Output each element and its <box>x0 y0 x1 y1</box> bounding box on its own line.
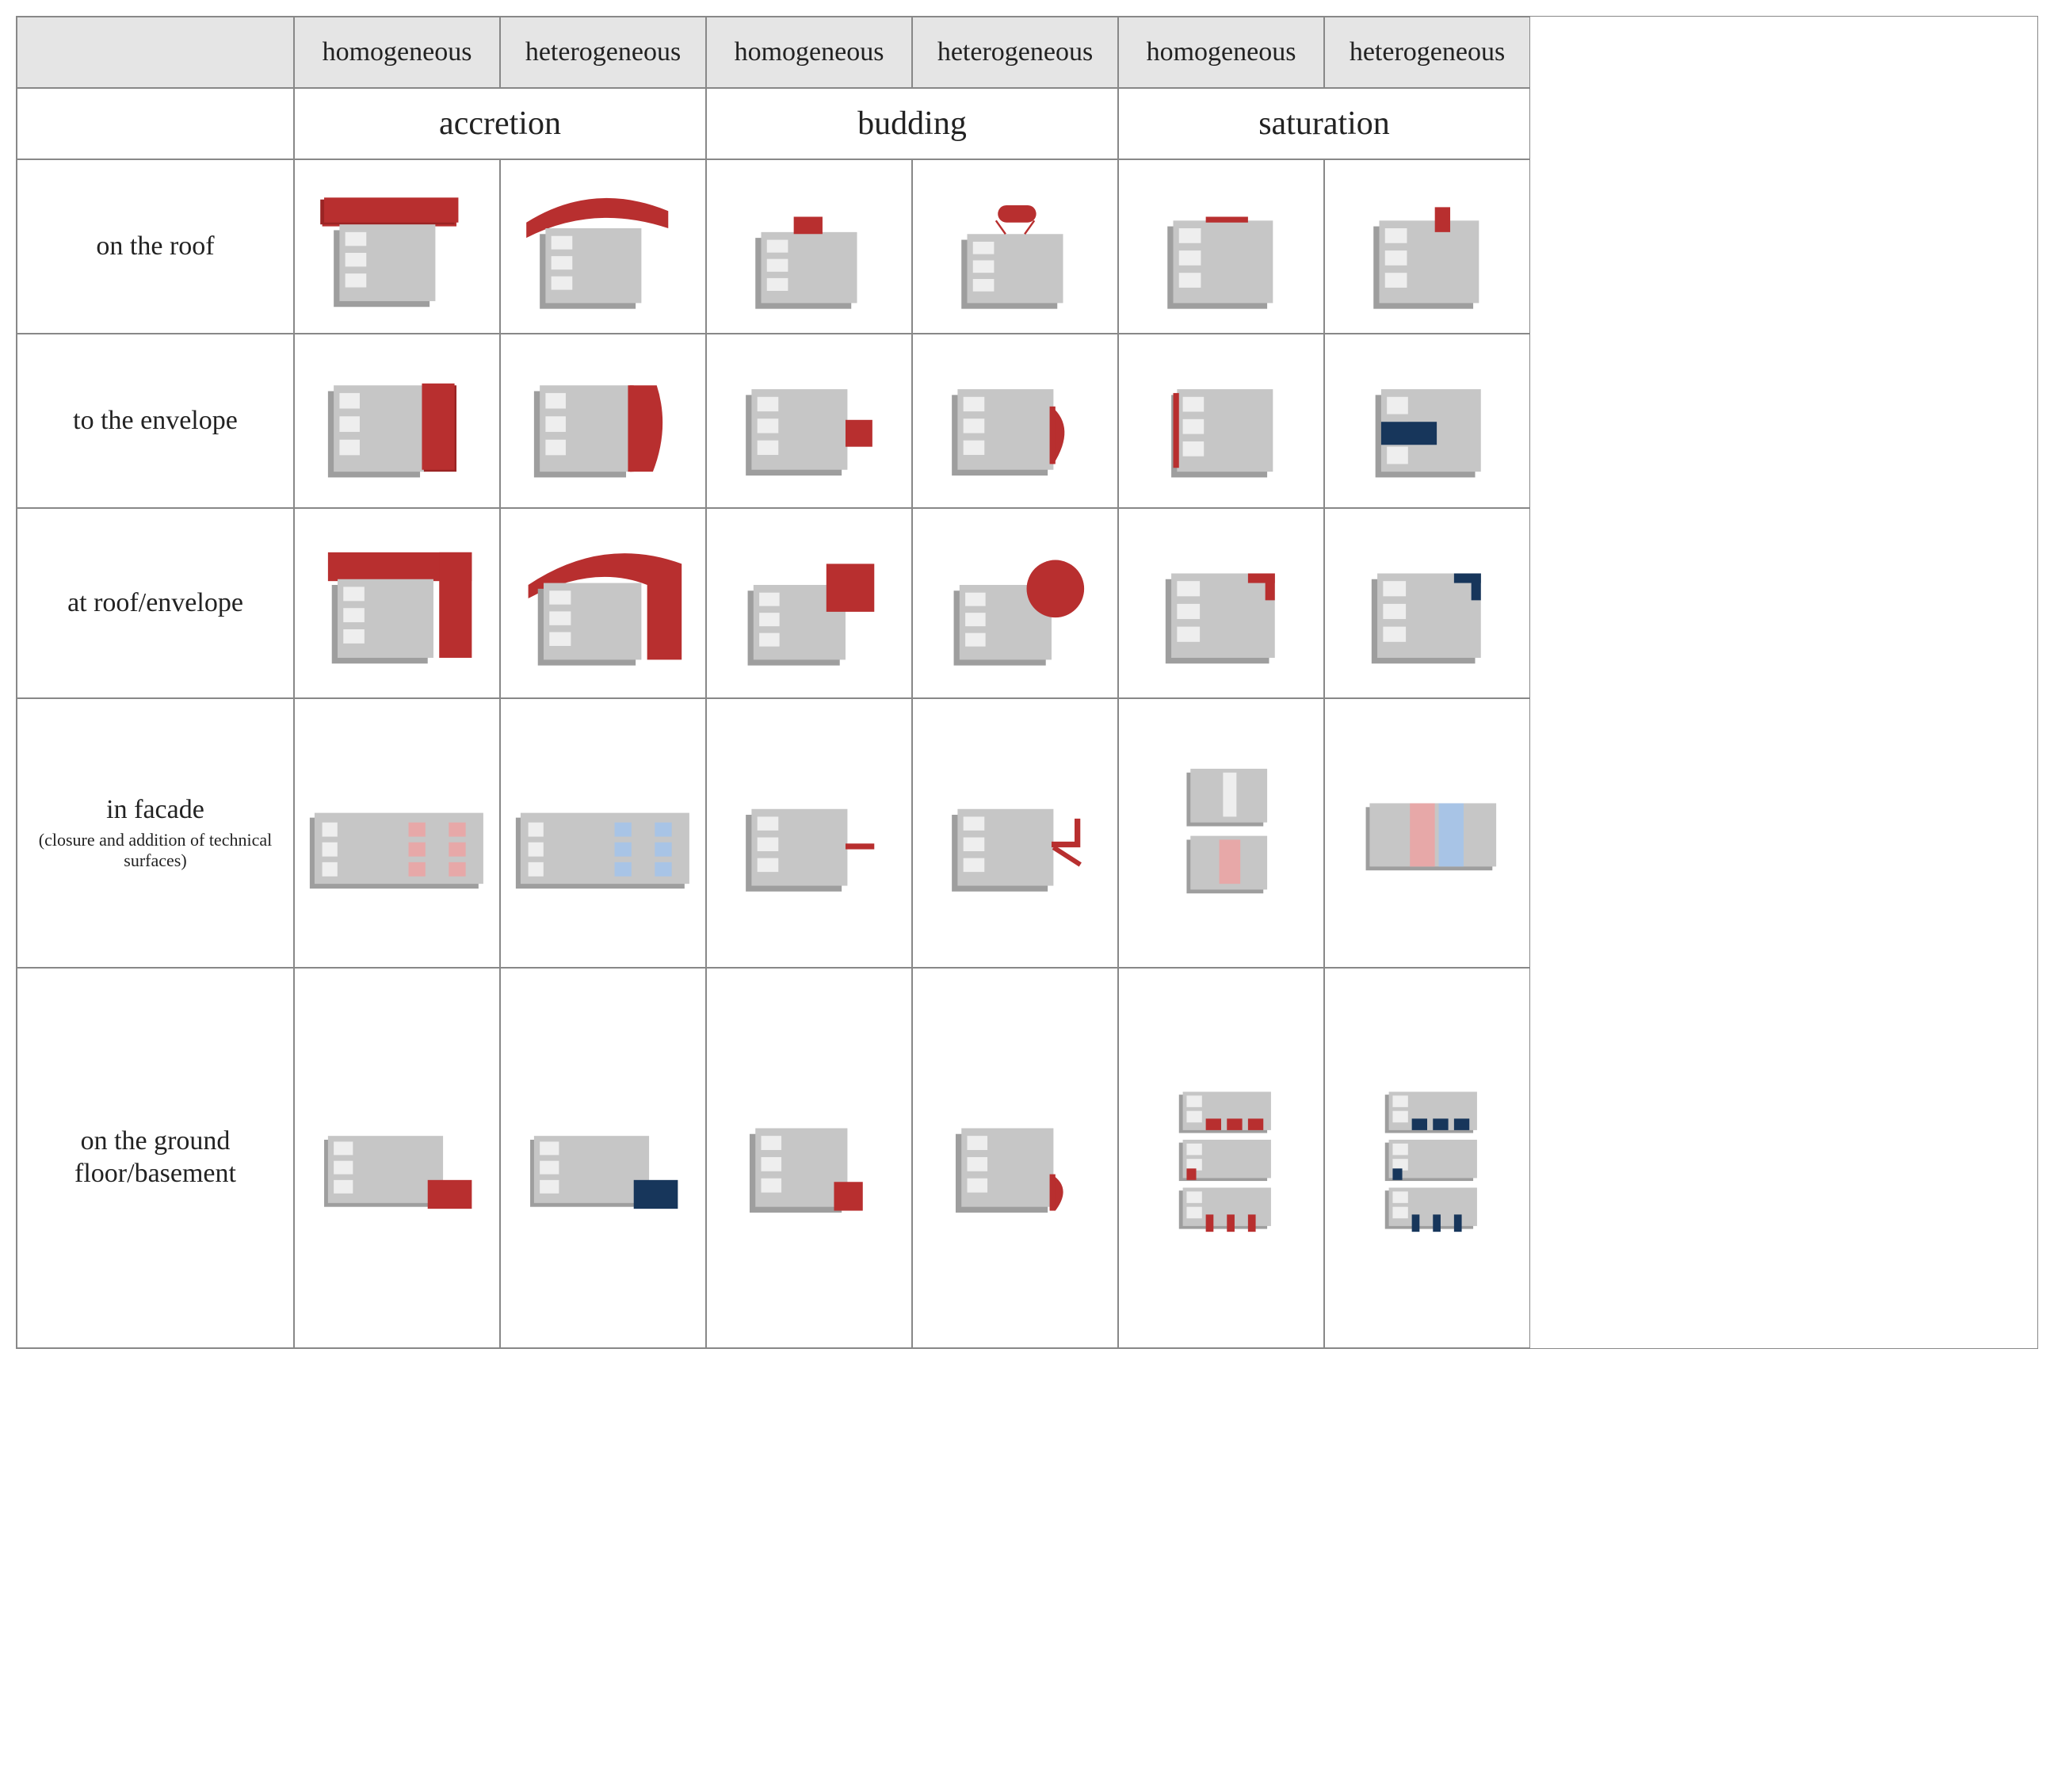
diagram-icon <box>1125 515 1317 691</box>
sub-header-1: heterogeneous <box>500 17 706 88</box>
diagram-envelope-3 <box>912 334 1118 508</box>
row-label-text: in facade <box>106 794 204 827</box>
group-header-budding: budding <box>706 88 1118 159</box>
diagram-icon <box>713 705 905 961</box>
diagram-icon <box>919 341 1111 501</box>
diagram-facade-3 <box>912 698 1118 968</box>
row-label-ground: on the ground floor/basement <box>17 968 294 1348</box>
diagram-icon <box>301 975 493 1341</box>
corner-blank-2 <box>17 88 294 159</box>
diagram-icon <box>507 341 699 501</box>
group-header-saturation: saturation <box>1118 88 1530 159</box>
sub-header-2: homogeneous <box>706 17 912 88</box>
row-label-text: at roof/envelope <box>67 587 243 620</box>
diagram-icon <box>1331 515 1523 691</box>
row-label-text: to the envelope <box>73 405 238 437</box>
diagram-ground-4 <box>1118 968 1324 1348</box>
diagram-icon <box>1331 975 1523 1341</box>
row-label-subtext: (closure and addition of technical surfa… <box>24 830 287 872</box>
diagram-icon <box>301 341 493 501</box>
diagram-envelope-5 <box>1324 334 1530 508</box>
diagram-ground-1 <box>500 968 706 1348</box>
diagram-icon <box>301 705 493 961</box>
diagram-facade-4 <box>1118 698 1324 968</box>
diagram-icon <box>507 166 699 327</box>
diagram-ground-5 <box>1324 968 1530 1348</box>
diagram-icon <box>507 515 699 691</box>
row-label-roof: on the roof <box>17 159 294 334</box>
diagram-icon <box>713 515 905 691</box>
diagram-icon <box>1331 341 1523 501</box>
diagram-icon <box>1331 705 1523 961</box>
diagram-roof_env-3 <box>912 508 1118 698</box>
diagram-icon <box>919 975 1111 1341</box>
diagram-icon <box>1125 341 1317 501</box>
row-label-text: on the roof <box>96 231 214 263</box>
sub-header-4: homogeneous <box>1118 17 1324 88</box>
diagram-icon <box>713 975 905 1341</box>
diagram-roof_env-2 <box>706 508 912 698</box>
diagram-roof-3 <box>912 159 1118 334</box>
diagram-roof-0 <box>294 159 500 334</box>
diagram-icon <box>1331 166 1523 327</box>
diagram-roof_env-0 <box>294 508 500 698</box>
diagram-icon <box>301 515 493 691</box>
diagram-icon <box>1125 166 1317 327</box>
diagram-ground-2 <box>706 968 912 1348</box>
diagram-facade-2 <box>706 698 912 968</box>
row-label-roof_env: at roof/envelope <box>17 508 294 698</box>
diagram-ground-0 <box>294 968 500 1348</box>
diagram-roof_env-4 <box>1118 508 1324 698</box>
row-label-facade: in facade(closure and addition of techni… <box>17 698 294 968</box>
diagram-icon <box>713 166 905 327</box>
classification-matrix: homogeneousheterogeneoushomogeneousheter… <box>16 16 2038 1349</box>
diagram-roof_env-5 <box>1324 508 1530 698</box>
diagram-facade-5 <box>1324 698 1530 968</box>
diagram-envelope-1 <box>500 334 706 508</box>
sub-header-0: homogeneous <box>294 17 500 88</box>
diagram-icon <box>919 705 1111 961</box>
diagram-facade-0 <box>294 698 500 968</box>
diagram-facade-1 <box>500 698 706 968</box>
diagram-roof-2 <box>706 159 912 334</box>
diagram-icon <box>301 166 493 327</box>
diagram-icon <box>919 166 1111 327</box>
row-label-envelope: to the envelope <box>17 334 294 508</box>
diagram-ground-3 <box>912 968 1118 1348</box>
diagram-envelope-2 <box>706 334 912 508</box>
diagram-icon <box>1125 705 1317 961</box>
group-header-accretion: accretion <box>294 88 706 159</box>
diagram-icon <box>1125 975 1317 1341</box>
sub-header-5: heterogeneous <box>1324 17 1530 88</box>
row-label-text: on the ground floor/basement <box>24 1125 287 1190</box>
diagram-roof-4 <box>1118 159 1324 334</box>
diagram-envelope-0 <box>294 334 500 508</box>
diagram-icon <box>507 975 699 1341</box>
diagram-roof-5 <box>1324 159 1530 334</box>
diagram-icon <box>919 515 1111 691</box>
corner-blank <box>17 17 294 88</box>
sub-header-3: heterogeneous <box>912 17 1118 88</box>
diagram-icon <box>507 705 699 961</box>
diagram-envelope-4 <box>1118 334 1324 508</box>
diagram-roof_env-1 <box>500 508 706 698</box>
diagram-icon <box>713 341 905 501</box>
diagram-roof-1 <box>500 159 706 334</box>
